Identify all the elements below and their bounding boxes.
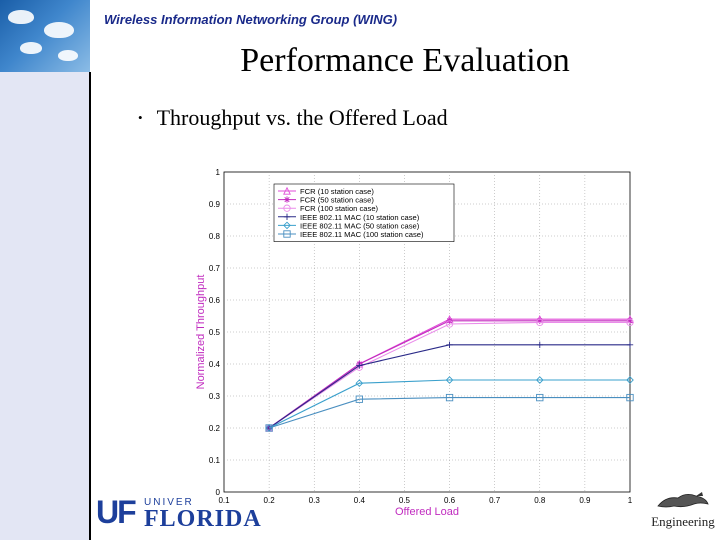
legend-marker: [283, 186, 291, 195]
data-point: [356, 362, 363, 369]
y-tick-label: 1: [216, 168, 221, 177]
x-tick-label: 0.8: [534, 496, 546, 505]
x-tick-label: 1: [628, 496, 633, 505]
legend-marker: [283, 230, 291, 238]
x-tick-label: 0.1: [218, 496, 230, 505]
uf-logo: UF UNIVER FLORIDA: [96, 494, 261, 532]
x-tick-label: 0.7: [489, 496, 501, 505]
data-point: [355, 395, 363, 403]
data-point: [535, 376, 544, 384]
series-line: [268, 397, 630, 429]
uf-mark: UF: [96, 494, 137, 530]
gator-icon: [657, 492, 709, 508]
group-title: Wireless Information Networking Group (W…: [104, 12, 398, 27]
x-tick-label: 0.9: [579, 496, 591, 505]
x-tick-label: 0.4: [354, 496, 366, 505]
legend-marker: [283, 213, 291, 220]
x-tick-label: 0.3: [309, 496, 321, 505]
legend-marker: [283, 204, 291, 212]
data-point: [536, 393, 544, 402]
legend-label: IEEE 802.11 MAC (50 station case): [300, 221, 420, 230]
dove-image: [58, 50, 78, 61]
legend-label: FCR (10 station case): [300, 187, 374, 196]
legend-marker: [283, 221, 291, 230]
series-6: [265, 393, 634, 432]
left-divider: [89, 72, 91, 540]
dove-image: [8, 10, 34, 24]
legend-label: IEEE 802.11 MAC (10 station case): [300, 213, 420, 222]
data-point: [265, 424, 273, 432]
y-tick-label: 0.1: [209, 456, 221, 465]
y-tick-label: 0: [216, 488, 221, 497]
left-sidebar-band: [0, 72, 90, 540]
x-axis-label: Offered Load: [395, 506, 459, 518]
header-photo: [0, 0, 90, 72]
series-4: [265, 341, 634, 432]
data-point: [626, 376, 634, 384]
y-tick-label: 0.7: [209, 264, 221, 273]
data-point: [445, 376, 454, 384]
data-point: [626, 317, 634, 324]
throughput-chart: 0.1 0.2 0.3 0.4 0.5 0.6 0.7 0.8 0.9 100.10.20.30.…: [195, 168, 634, 518]
bullet-text: Throughput vs. the Offered Load: [156, 105, 448, 130]
bullet-dot-icon: •: [138, 110, 143, 125]
y-tick-label: 0.9: [209, 200, 221, 209]
series-line: [268, 379, 630, 429]
bullet-item: • Throughput vs. the Offered Load: [138, 105, 448, 131]
data-point: [265, 424, 273, 432]
data-point: [536, 317, 543, 324]
y-tick-label: 0.6: [209, 296, 221, 305]
y-tick-label: 0.3: [209, 392, 221, 401]
series-line: [268, 321, 630, 429]
engineering-label: Engineering: [651, 514, 715, 529]
legend-marker: [283, 196, 291, 203]
y-tick-label: 0.8: [209, 232, 221, 241]
data-point: [355, 379, 364, 388]
y-tick-label: 0.2: [209, 424, 221, 433]
data-point: [445, 320, 454, 328]
uf-univ-text: UNIVER: [144, 497, 194, 508]
data-point: [626, 341, 634, 348]
data-point: [446, 341, 453, 348]
y-tick-label: 0.4: [209, 360, 221, 369]
slide-title: Performance Evaluation: [240, 42, 570, 79]
legend-box: [273, 183, 455, 242]
dove-image: [44, 22, 74, 38]
y-tick-label: 0.5: [209, 328, 221, 337]
legend-label: IEEE 802.11 MAC (100 station case): [300, 230, 424, 239]
x-tick-label: 0.2: [264, 496, 276, 505]
data-point: [626, 393, 634, 402]
x-tick-label: 0.5: [399, 496, 411, 505]
dove-image: [20, 42, 42, 54]
engineering-logo: Engineering: [650, 484, 716, 536]
x-tick-label: 0.6: [444, 496, 456, 505]
y-axis-label: Normalized Throughput: [195, 275, 207, 390]
data-point: [626, 318, 634, 327]
legend-label: FCR (100 station case): [300, 204, 379, 213]
legend-label: FCR (50 station case): [300, 196, 374, 205]
data-point: [445, 393, 454, 402]
uf-florida-text: FLORIDA: [144, 506, 262, 532]
data-point: [536, 318, 544, 327]
data-point: [536, 341, 543, 348]
